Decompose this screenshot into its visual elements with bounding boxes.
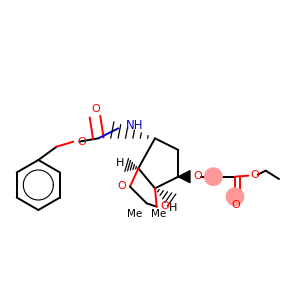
Text: NH: NH (126, 119, 143, 132)
Text: Me: Me (128, 209, 143, 219)
Text: H: H (169, 203, 178, 213)
Polygon shape (205, 168, 222, 185)
Polygon shape (178, 171, 190, 183)
Text: O: O (231, 200, 240, 210)
Text: O: O (91, 104, 100, 114)
Text: O: O (77, 137, 86, 147)
Text: O: O (193, 171, 202, 181)
Text: O: O (160, 201, 169, 211)
Text: H: H (116, 158, 124, 168)
Text: Me: Me (151, 209, 166, 219)
Text: O: O (250, 170, 260, 180)
Polygon shape (226, 188, 244, 205)
Text: O: O (117, 181, 126, 191)
